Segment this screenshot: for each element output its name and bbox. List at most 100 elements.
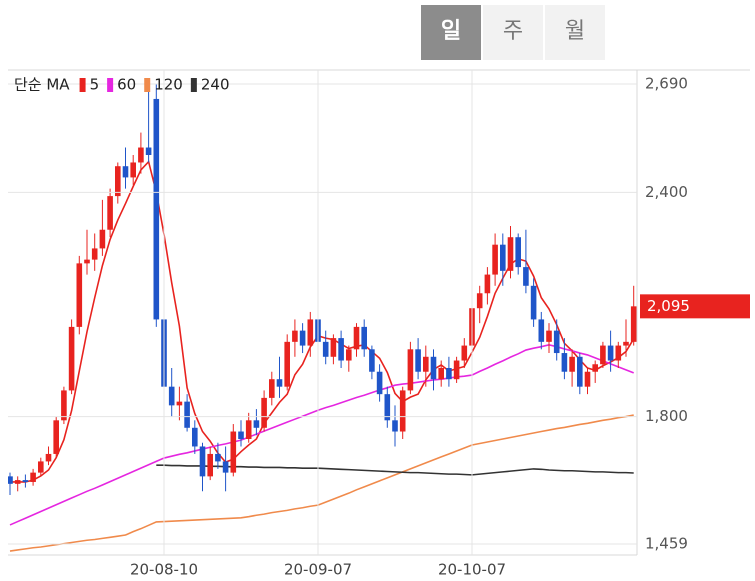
candle-body (361, 326, 367, 350)
tab-label[interactable]: 주 (503, 19, 523, 44)
candle-body (107, 196, 113, 230)
candle-body (507, 237, 514, 271)
candle-body (561, 353, 568, 372)
y-tick-label: 1,800 (645, 407, 688, 425)
plot-area (8, 84, 637, 552)
candle-body (145, 147, 152, 155)
candle-body (176, 401, 183, 406)
candle-body (338, 338, 344, 361)
legend-swatch (79, 78, 86, 92)
candle-body (8, 476, 13, 484)
candle-body (76, 263, 83, 327)
price-tag (640, 294, 750, 319)
candle-body (276, 379, 283, 387)
candle-body (14, 480, 21, 484)
candle-body (153, 98, 160, 320)
ma-line (9, 414, 634, 552)
candle-body (623, 341, 629, 346)
legend-label: 60 (117, 76, 136, 94)
ma-line (9, 344, 634, 526)
candle-body (346, 349, 352, 361)
candle-body (407, 349, 414, 391)
candle-body (68, 326, 75, 391)
candle-body (122, 166, 129, 178)
legend-label: 5 (90, 76, 100, 94)
legend-swatch (144, 78, 151, 92)
candle-body (376, 371, 383, 395)
tab[interactable] (545, 5, 605, 60)
tab[interactable] (483, 5, 543, 60)
candle-body (330, 338, 337, 357)
candle-body (61, 390, 67, 421)
candle-body (538, 319, 545, 342)
candle-body (353, 326, 360, 350)
candle-body (38, 461, 44, 473)
candle-body (168, 386, 175, 406)
tab-label[interactable]: 일 (441, 19, 461, 44)
candle-body (115, 166, 121, 197)
candle-body (99, 229, 106, 249)
x-tick-label: 20-09-07 (284, 561, 352, 579)
candle-body (430, 356, 437, 380)
x-tick-label: 20-10-07 (438, 561, 506, 579)
candle-body (569, 356, 575, 372)
candle-body (577, 356, 583, 387)
candle-body (392, 420, 398, 432)
candle-body (615, 345, 622, 361)
ma-line (10, 160, 635, 483)
candle-body (461, 345, 468, 361)
candle-body (245, 420, 252, 439)
candle-body (292, 330, 298, 342)
candle-body (553, 330, 560, 354)
candle-body (492, 244, 498, 275)
legend-swatch (107, 78, 114, 92)
y-tick-label: 1,459 (645, 535, 688, 553)
x-tick-label: 20-08-10 (130, 561, 198, 579)
candle-body (607, 345, 614, 361)
candle-body (184, 401, 190, 428)
candle-body (369, 349, 375, 372)
candle-body (423, 356, 429, 372)
candle-body (592, 364, 598, 372)
candle-body (207, 453, 213, 477)
candle-body (322, 341, 329, 357)
candle-body (22, 480, 29, 482)
tab[interactable] (421, 5, 481, 60)
candle-body (384, 394, 391, 421)
price-tag-label: 2,095 (647, 297, 690, 315)
candle-body (530, 285, 537, 320)
tab-label[interactable]: 월 (565, 19, 585, 44)
candle-body (438, 367, 444, 380)
legend-swatch (190, 78, 197, 92)
candle-body (253, 420, 260, 428)
candle-body (399, 390, 406, 432)
y-tick-label: 2,400 (645, 183, 688, 201)
legend-label: 120 (154, 76, 183, 94)
candle-body (91, 248, 98, 260)
candle-body (215, 453, 221, 462)
y-tick-label: 2,690 (645, 75, 688, 93)
candle-body (307, 319, 314, 346)
candle-body (284, 341, 290, 387)
candle-body (500, 244, 506, 271)
candle-body (84, 259, 90, 264)
legend-title: 단순 MA (14, 76, 70, 94)
candle-body (299, 330, 306, 346)
candle-body (476, 293, 483, 309)
candle-body (261, 397, 267, 428)
candle-body (53, 420, 59, 454)
candle-body (453, 360, 460, 380)
candle-body (523, 267, 529, 286)
candle-body (515, 237, 521, 268)
candle-body (238, 431, 244, 439)
candle-body (230, 431, 237, 473)
candle-body (269, 379, 275, 398)
candle-body (415, 349, 421, 372)
candle-body (546, 330, 552, 342)
candle-body (630, 306, 637, 342)
legend-label: 240 (201, 76, 230, 94)
candle-body (584, 371, 591, 387)
candle-body (192, 427, 198, 447)
candle-body (45, 453, 52, 462)
